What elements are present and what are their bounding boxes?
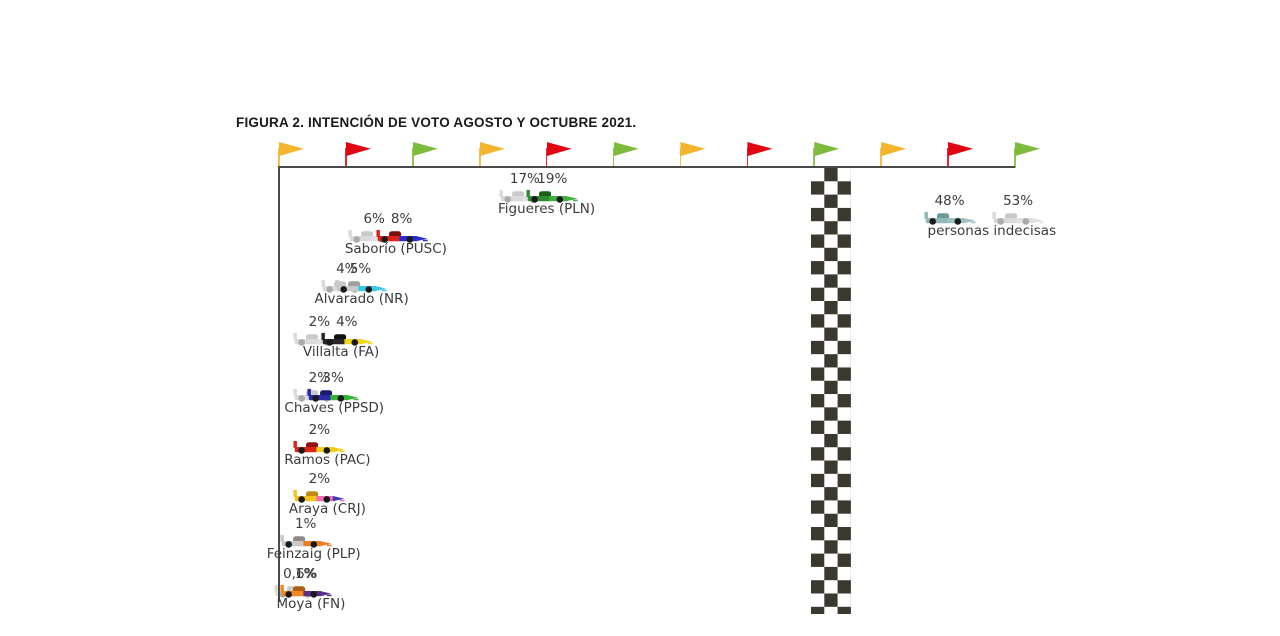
value-label: 2% [308, 314, 331, 330]
finish-line-checker [811, 168, 851, 614]
candidate-label: Araya (CRJ) [288, 501, 366, 517]
value-label: 1% [294, 566, 317, 582]
track-left-axis [278, 166, 280, 602]
track-top-line [279, 166, 1015, 168]
flag-pole [679, 148, 682, 168]
red-flag-icon [747, 142, 773, 157]
race-car-icon [334, 278, 387, 293]
green-flag-icon [613, 142, 639, 157]
race-car-icon [293, 439, 345, 454]
flag-pole [813, 148, 816, 168]
candidate-label: Saborío (PUSC) [344, 241, 447, 257]
ghost-race-car-icon [992, 210, 1044, 225]
candidate-label: Chaves (PPSD) [284, 400, 385, 416]
value-label: 4% [336, 314, 358, 330]
candidate-label: Ramos (PAC) [284, 452, 371, 468]
value-label: 8% [390, 211, 413, 227]
value-label: 4% [336, 261, 358, 277]
value-label: 3% [322, 370, 344, 386]
flag-pole [345, 148, 347, 168]
candidate-label: Alvarado (NR) [314, 291, 409, 307]
race-car-icon [924, 210, 976, 225]
value-label: 2% [308, 422, 331, 438]
green-flag-icon [1015, 142, 1040, 157]
flag-pole [947, 148, 949, 168]
value-label: 2% [308, 471, 331, 487]
flag-pole [1014, 148, 1016, 168]
green-flag-icon [814, 142, 840, 157]
value-label: 5% [349, 261, 372, 277]
value-label: 6% [363, 211, 385, 227]
value-label: 0,6% [283, 566, 318, 582]
value-label: 17% [509, 171, 540, 187]
chart-title: FIGURA 2. INTENCIÓN DE VOTO AGOSTO Y OCT… [236, 115, 637, 130]
yellow-flag-icon [279, 142, 304, 157]
red-flag-icon [546, 142, 572, 157]
flag-pole [545, 148, 548, 168]
race-car-icon [280, 583, 332, 598]
red-flag-icon [948, 142, 974, 157]
flag-pole [412, 148, 414, 168]
value-label: 1% [294, 516, 317, 532]
race-car-icon [526, 188, 578, 203]
race-car-icon [376, 228, 428, 243]
yellow-flag-icon [881, 142, 907, 157]
value-label: 2% [308, 370, 331, 386]
race-car-icon [280, 533, 332, 548]
value-label: 19% [537, 171, 568, 187]
race-car-icon [321, 331, 373, 346]
flag-pole [278, 148, 280, 168]
value-label: 53% [1003, 193, 1034, 209]
candidate-label: Villalta (FA) [302, 344, 380, 360]
candidate-label: Figueres (PLN) [498, 201, 596, 217]
value-label: 48% [934, 193, 965, 209]
green-flag-icon [412, 142, 438, 157]
candidate-label: Feinzaig (PLP) [266, 546, 361, 562]
red-flag-icon [345, 142, 371, 157]
flag-pole [612, 148, 615, 168]
candidate-label: personas indecisas [927, 223, 1057, 239]
yellow-flag-icon [680, 142, 706, 157]
yellow-flag-icon [479, 142, 505, 157]
flag-pole [478, 148, 481, 168]
race-car-icon [307, 387, 359, 402]
flag-pole [746, 148, 749, 168]
race-car-icon [293, 488, 345, 503]
flag-pole [880, 148, 882, 168]
candidate-label: Moya (FN) [276, 596, 346, 612]
